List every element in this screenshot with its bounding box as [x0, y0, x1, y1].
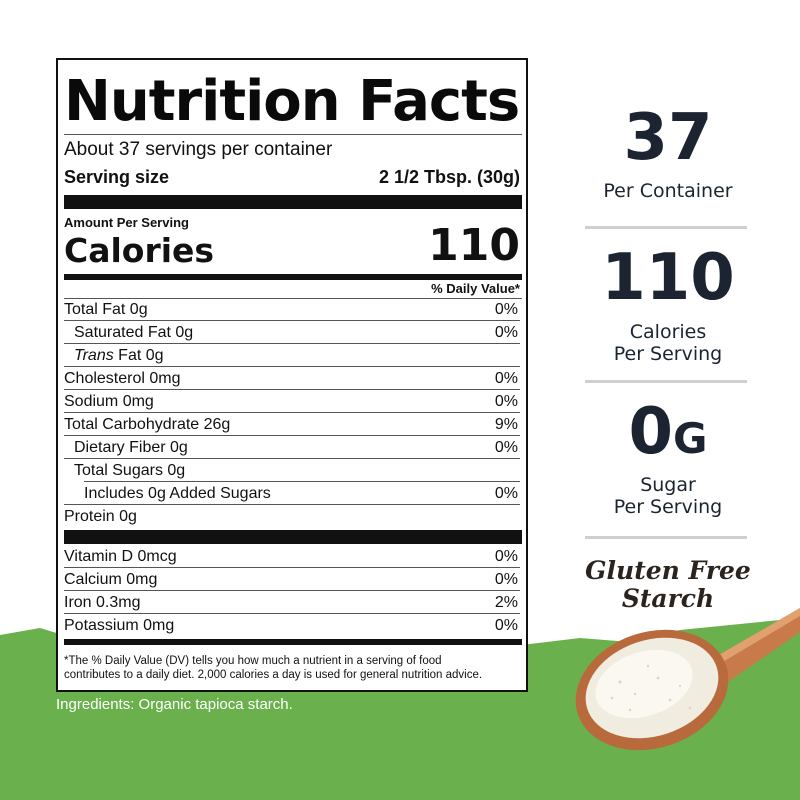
medium-rule [64, 274, 522, 280]
nutrient-row: Sodium 0mg 0% [58, 391, 526, 413]
gluten-free-line-1: Gluten Free [585, 556, 751, 585]
nutrient-name: Cholesterol 0mg [64, 370, 181, 387]
trans-rest: Fat 0g [113, 347, 164, 364]
nutrient-name: Includes 0g Added Sugars [84, 485, 271, 502]
vitamin-name: Vitamin D 0mcg [64, 548, 177, 565]
calories-stat-label-2: Per Serving [613, 343, 723, 365]
nutrient-row: Saturated Fat 0g 0% [58, 322, 526, 344]
sugar-unit: G [673, 414, 708, 463]
vitamin-name: Iron 0.3mg [64, 594, 141, 611]
nutrient-row: Includes 0g Added Sugars 0% [58, 483, 526, 505]
sugar-number: 0 [628, 395, 674, 469]
nutrient-dv: 0% [494, 370, 518, 387]
vitamin-row: Calcium 0mg 0% [58, 569, 526, 591]
vitamin-row: Iron 0.3mg 2% [58, 592, 526, 614]
servings-stat-label: Per Container [603, 180, 733, 202]
nutrient-row: Dietary Fiber 0g 0% [58, 437, 526, 459]
serving-size-value: 2 1/2 Tbsp. (30g) [378, 167, 520, 187]
sugar-stat-label-1: Sugar [640, 474, 696, 496]
nutrient-name: Dietary Fiber 0g [74, 439, 188, 456]
sugar-stat-label-2: Per Serving [613, 496, 723, 518]
footnote-line-1: *The % Daily Value (DV) tells you how mu… [64, 655, 442, 667]
stat-divider [585, 226, 747, 229]
vitamin-dv: 0% [494, 548, 518, 565]
nutrient-dv: 9% [494, 416, 518, 433]
divider [64, 298, 522, 299]
nutrient-name: Total Fat 0g [64, 301, 148, 318]
nutrient-dv: 0% [494, 439, 518, 456]
calories-stat-value: 110 [601, 241, 735, 315]
medium-rule [64, 639, 522, 645]
thick-rule [64, 530, 522, 544]
divider [64, 134, 522, 135]
nutrient-dv: 0% [494, 324, 518, 341]
stat-divider [585, 380, 747, 383]
nutrient-name: Saturated Fat 0g [74, 324, 194, 341]
nutrient-name: Total Carbohydrate 26g [64, 416, 231, 433]
calories-label: Calories [64, 231, 215, 270]
daily-value-header: % Daily Value* [431, 281, 520, 296]
gluten-free-line-2: Starch [621, 584, 715, 613]
nutrient-row: Protein 0g [58, 506, 526, 528]
nutrient-name: Trans Fat 0g [74, 345, 164, 367]
vitamin-row: Vitamin D 0mcg 0% [58, 546, 526, 568]
vitamin-name: Potassium 0mg [64, 617, 175, 634]
nutrient-row: Cholesterol 0mg 0% [58, 368, 526, 390]
stat-divider [585, 536, 747, 539]
amount-per-serving: Amount Per Serving [64, 215, 189, 230]
vitamin-row: Potassium 0mg 0% [58, 615, 526, 637]
nutrient-row: Total Carbohydrate 26g 9% [58, 414, 526, 436]
nutrient-name: Sodium 0mg [64, 393, 154, 410]
serving-size-label: Serving size [64, 167, 170, 187]
vitamin-dv: 0% [494, 617, 518, 634]
servings-stat-value: 37 [623, 101, 713, 175]
calories-stat-label-1: Calories [629, 321, 707, 343]
nutrient-row: Trans Fat 0g [58, 345, 526, 367]
vitamin-name: Calcium 0mg [64, 571, 158, 588]
servings-per-container: About 37 servings per container [64, 139, 333, 160]
nutrient-dv: 0% [494, 485, 518, 502]
nutrient-dv: 0% [494, 301, 518, 318]
ingredients-text: Ingredients: Organic tapioca starch. [56, 696, 293, 713]
footnote-line-2: contributes to a daily diet. 2,000 calor… [64, 669, 483, 681]
calories-value: 110 [428, 220, 520, 271]
thick-rule [64, 195, 522, 209]
vitamin-dv: 0% [494, 571, 518, 588]
spoon-illustration [575, 608, 800, 751]
trans-italic: Trans [74, 347, 114, 364]
nutrient-row: Total Fat 0g 0% [58, 299, 526, 321]
nutrient-dv: 0% [494, 393, 518, 410]
vitamin-dv: 2% [494, 594, 518, 611]
nutrition-facts-panel: Nutrition Facts About 37 servings per co… [56, 58, 528, 692]
nutrient-row: Total Sugars 0g [58, 460, 526, 482]
sugar-stat-value: 0G [578, 394, 758, 477]
nutrition-facts-title: Nutrition Facts [64, 69, 520, 134]
nutrient-name: Protein 0g [64, 508, 137, 525]
nutrient-name: Total Sugars 0g [74, 462, 186, 479]
